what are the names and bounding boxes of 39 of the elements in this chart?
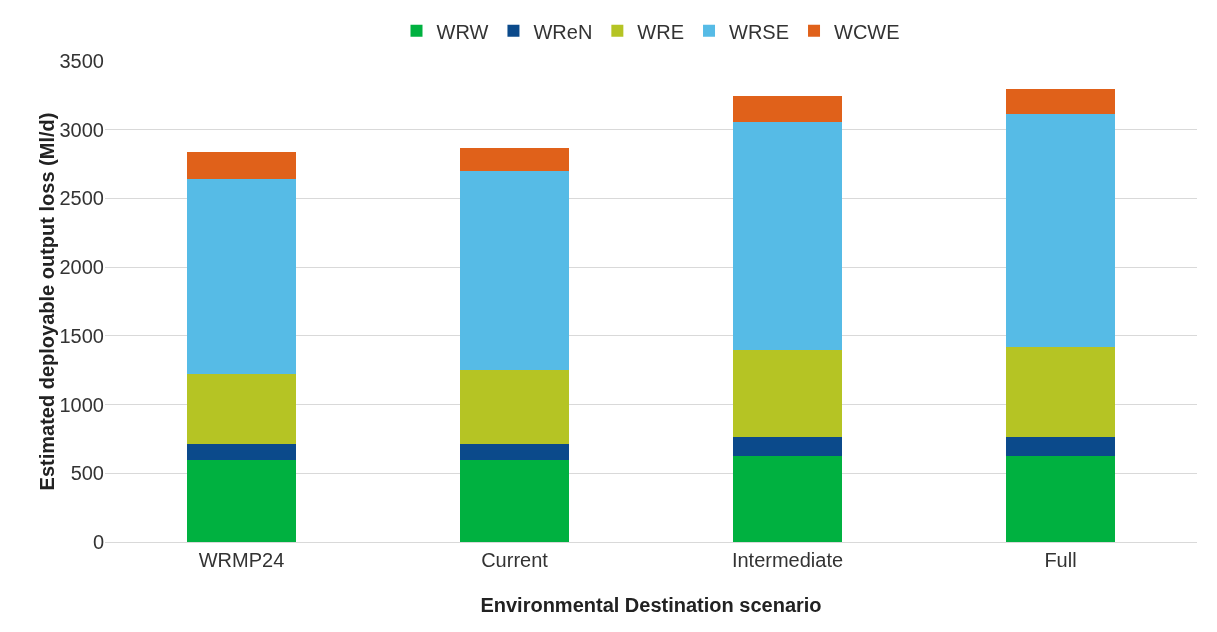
bar	[459, 460, 570, 542]
legend-label: WCWE	[834, 20, 900, 43]
y-tick-label: 1500	[59, 324, 104, 347]
legend-label: WRE	[637, 20, 685, 43]
bar	[186, 374, 297, 445]
bar	[459, 369, 570, 444]
bar	[1005, 456, 1116, 542]
bar	[186, 460, 297, 542]
bar	[1005, 89, 1116, 114]
legend-label: WReN	[533, 20, 593, 43]
bar	[732, 436, 843, 457]
bar	[732, 350, 843, 437]
x-tick-label: WRMP24	[198, 549, 285, 571]
legend-label: WRW	[436, 20, 489, 43]
bar	[459, 170, 570, 370]
y-axis-title: Estimated deployable output loss (Ml/d)	[35, 112, 58, 491]
y-tick-label: 3500	[59, 50, 104, 72]
x-tick-label: Intermediate	[731, 549, 844, 571]
bar	[186, 151, 297, 179]
bar	[732, 122, 843, 351]
y-tick-label: 3000	[59, 118, 104, 141]
bar	[732, 456, 843, 542]
bar	[186, 178, 297, 375]
y-tick-label: 0	[92, 531, 104, 553]
bar	[186, 444, 297, 461]
bar	[1005, 436, 1116, 457]
y-tick-label: 500	[70, 462, 104, 485]
x-axis-title: Environmental Destination scenario	[480, 594, 822, 616]
bar	[732, 96, 843, 123]
bar	[459, 443, 570, 461]
x-tick-label: Current	[481, 549, 549, 571]
bar	[459, 148, 570, 171]
legend-label: WRSE	[729, 20, 790, 43]
x-tick-label: Full	[1044, 549, 1077, 571]
y-tick-label: 2500	[59, 187, 104, 210]
bar	[1005, 346, 1116, 437]
y-tick-label: 2000	[59, 256, 104, 279]
bar	[1005, 113, 1116, 347]
y-tick-label: 1000	[59, 393, 104, 416]
